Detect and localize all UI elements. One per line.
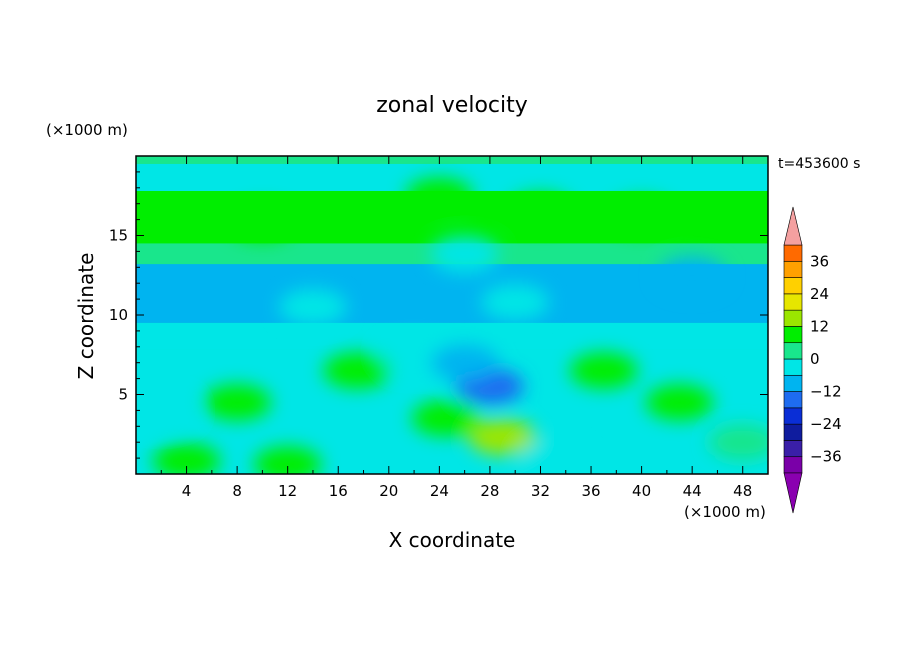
- colorbar-label: −12: [810, 383, 842, 401]
- y-axis-label: Z coordinate: [74, 253, 98, 380]
- chart-title: zonal velocity: [376, 93, 528, 118]
- colorbar-label: −36: [810, 448, 842, 466]
- colorbar-label: 0: [810, 350, 820, 368]
- field-feature: [152, 443, 221, 474]
- colorbar-label: 24: [810, 285, 829, 303]
- colorbar-segment: [783, 440, 803, 458]
- colorbar-segment: [783, 260, 803, 278]
- x-tick-label: 44: [683, 482, 702, 500]
- field-feature: [607, 198, 676, 235]
- time-label: t=453600 s: [778, 156, 860, 172]
- field-feature: [323, 352, 392, 389]
- x-tick-label: 8: [232, 482, 242, 500]
- field-feature: [506, 193, 575, 230]
- x-tick-label: 24: [430, 482, 449, 500]
- colorbar-over-triangle: [783, 206, 803, 246]
- colorbar-segment: [783, 391, 803, 409]
- x-tick-label: 32: [531, 482, 550, 500]
- colorbar-segment: [783, 293, 803, 311]
- colorbar-segment: [783, 456, 803, 474]
- field-band: [136, 156, 768, 164]
- field-feature: [468, 419, 537, 456]
- colorbar-segment: [783, 423, 803, 441]
- y-axis-ticks: 5 10 15: [109, 171, 768, 459]
- field-features: [136, 177, 768, 474]
- colorbar: 36 24 12 0 −12 −24 −36: [783, 206, 842, 514]
- field-feature: [481, 284, 550, 321]
- field-feature: [430, 344, 499, 381]
- field-feature: [569, 352, 638, 389]
- x-unit-label: (×1000 m): [684, 503, 766, 521]
- field-feature: [405, 177, 474, 214]
- colorbar-label: 36: [810, 252, 829, 270]
- field-feature: [658, 257, 727, 294]
- colorbar-segment: [783, 407, 803, 425]
- field-feature: [430, 236, 499, 273]
- colorbar-segment: [783, 326, 803, 344]
- x-axis-ticks: 4 8 12 16 20 24 28 32 36 40 44 48: [160, 156, 752, 500]
- field-feature: [253, 446, 322, 474]
- field-feature: [708, 424, 768, 461]
- colorbar-segment: [783, 374, 803, 392]
- field-feature: [228, 204, 297, 241]
- y-tick-label: 5: [118, 386, 128, 404]
- x-tick-label: 16: [329, 482, 348, 500]
- x-tick-label: 4: [182, 482, 192, 500]
- colorbar-segment: [783, 277, 803, 295]
- field-feature: [278, 289, 347, 326]
- x-tick-label: 40: [632, 482, 651, 500]
- colorbar-label: 12: [810, 317, 829, 335]
- y-unit-label: (×1000 m): [46, 121, 128, 139]
- field-band: [136, 322, 768, 350]
- colorbar-segment: [783, 342, 803, 360]
- x-axis-label: X coordinate: [389, 528, 516, 552]
- colorbar-segment: [783, 358, 803, 376]
- x-tick-label: 20: [379, 482, 398, 500]
- y-tick-label: 15: [109, 227, 128, 245]
- x-tick-label: 12: [278, 482, 297, 500]
- field-feature: [645, 384, 714, 421]
- field-feature: [411, 400, 480, 437]
- field-feature: [203, 384, 272, 421]
- colorbar-segment: [783, 309, 803, 327]
- colorbar-segment: [783, 244, 803, 262]
- x-tick-label: 36: [581, 482, 600, 500]
- x-tick-label: 28: [480, 482, 499, 500]
- field-feature: [519, 440, 588, 474]
- colorbar-under-triangle: [783, 472, 803, 514]
- y-tick-label: 10: [109, 306, 128, 324]
- colorbar-label: −24: [810, 415, 842, 433]
- x-tick-label: 48: [733, 482, 752, 500]
- field-feature: [136, 392, 196, 429]
